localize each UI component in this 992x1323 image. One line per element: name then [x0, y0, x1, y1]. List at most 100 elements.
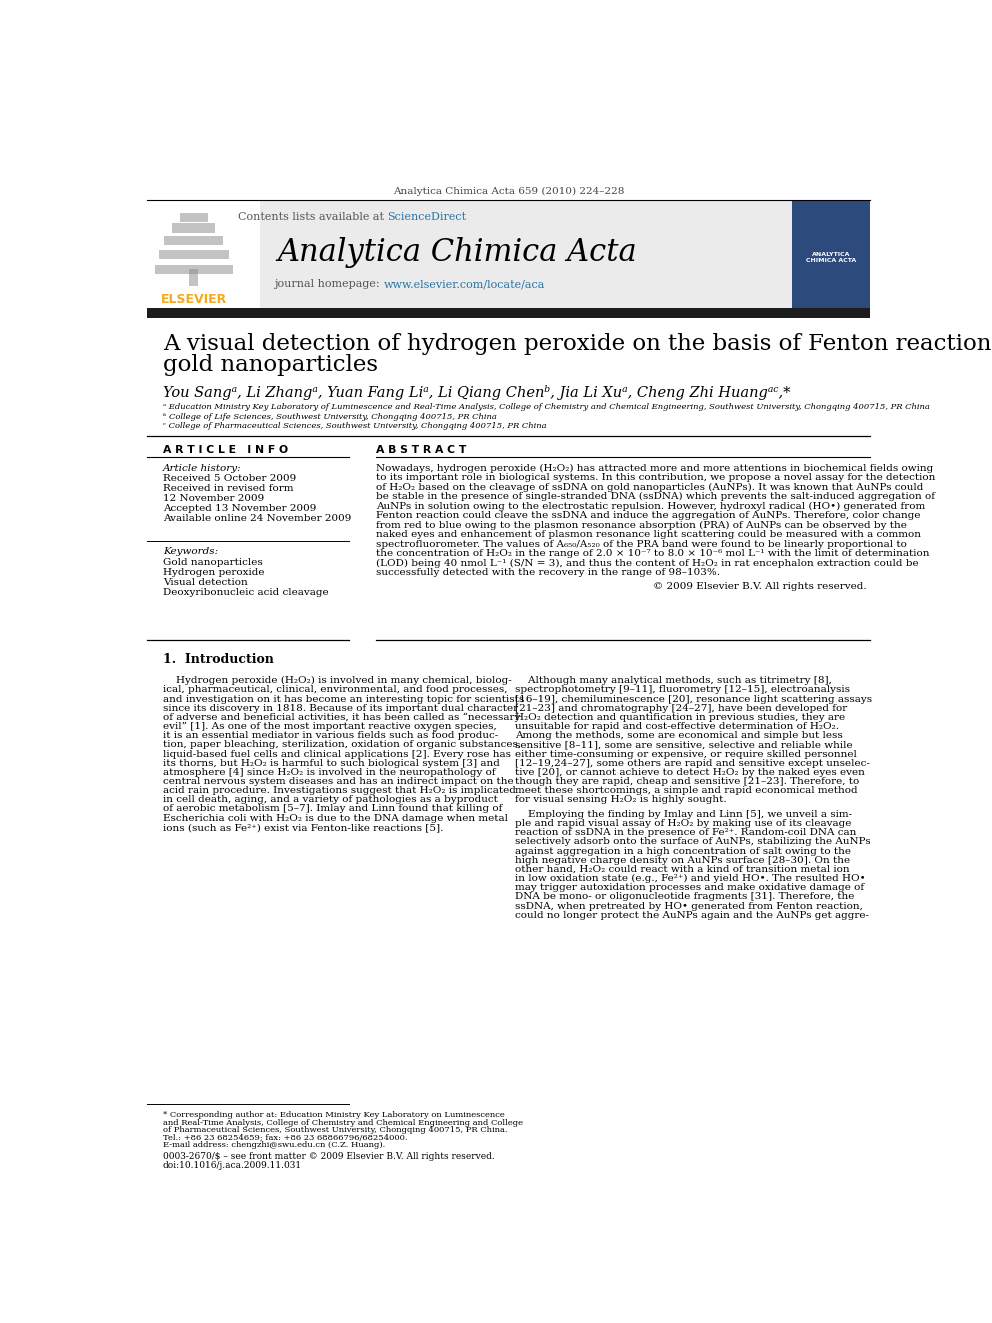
Text: 0003-2670/$ – see front matter © 2009 Elsevier B.V. All rights reserved.: 0003-2670/$ – see front matter © 2009 El…	[163, 1152, 494, 1162]
Bar	[189, 269, 198, 286]
Text: sensitive [8–11], some are sensitive, selective and reliable while: sensitive [8–11], some are sensitive, se…	[516, 741, 853, 749]
Text: and investigation on it has become an interesting topic for scientists: and investigation on it has become an in…	[163, 695, 524, 704]
Text: Gold nanoparticles: Gold nanoparticles	[163, 558, 263, 566]
Text: A visual detection of hydrogen peroxide on the basis of Fenton reaction with: A visual detection of hydrogen peroxide …	[163, 332, 992, 355]
Text: reaction of ssDNA in the presence of Fe²⁺. Random-coil DNA can: reaction of ssDNA in the presence of Fe²…	[516, 828, 857, 837]
Text: ssDNA, when pretreated by HO• generated from Fenton reaction,: ssDNA, when pretreated by HO• generated …	[516, 901, 863, 910]
Text: Employing the finding by Imlay and Linn [5], we unveil a sim-: Employing the finding by Imlay and Linn …	[516, 810, 852, 819]
Text: of H₂O₂ based on the cleavage of ssDNA on gold nanoparticles (AuNPs). It was kno: of H₂O₂ based on the cleavage of ssDNA o…	[376, 483, 924, 492]
Text: tive [20], or cannot achieve to detect H₂O₂ by the naked eyes even: tive [20], or cannot achieve to detect H…	[516, 767, 865, 777]
Text: ScienceDirect: ScienceDirect	[388, 212, 466, 222]
Text: of adverse and beneficial activities, it has been called as “necessary: of adverse and beneficial activities, it…	[163, 713, 520, 722]
Text: from red to blue owing to the plasmon resonance absorption (PRA) of AuNPs can be: from red to blue owing to the plasmon re…	[376, 520, 907, 529]
Text: Hydrogen peroxide: Hydrogen peroxide	[163, 568, 264, 577]
Bar	[165, 235, 223, 245]
Bar	[172, 224, 215, 233]
Text: acid rain procedure. Investigations suggest that H₂O₂ is implicated: acid rain procedure. Investigations sugg…	[163, 786, 516, 795]
Text: (LOD) being 40 nmol L⁻¹ (S/N = 3), and thus the content of H₂O₂ in rat encephalo: (LOD) being 40 nmol L⁻¹ (S/N = 3), and t…	[376, 558, 919, 568]
Text: in cell death, aging, and a variety of pathologies as a byproduct: in cell death, aging, and a variety of p…	[163, 795, 498, 804]
Text: ple and rapid visual assay of H₂O₂ by making use of its cleavage: ple and rapid visual assay of H₂O₂ by ma…	[516, 819, 852, 828]
Text: Received 5 October 2009: Received 5 October 2009	[163, 474, 296, 483]
Text: [21–23] and chromatography [24–27], have been developed for: [21–23] and chromatography [24–27], have…	[516, 704, 847, 713]
Text: could no longer protect the AuNPs again and the AuNPs get aggre-: could no longer protect the AuNPs again …	[516, 910, 869, 919]
Text: other hand, H₂O₂ could react with a kind of transition metal ion: other hand, H₂O₂ could react with a kind…	[516, 865, 850, 875]
Text: high negative charge density on AuNPs surface [28–30]. On the: high negative charge density on AuNPs su…	[516, 856, 850, 865]
Text: Although many analytical methods, such as titrimetry [8],: Although many analytical methods, such a…	[516, 676, 832, 685]
Text: Accepted 13 November 2009: Accepted 13 November 2009	[163, 504, 316, 513]
Text: ELSEVIER: ELSEVIER	[161, 294, 227, 306]
Text: selectively adsorb onto the surface of AuNPs, stabilizing the AuNPs: selectively adsorb onto the surface of A…	[516, 837, 871, 847]
Text: the concentration of H₂O₂ in the range of 2.0 × 10⁻⁷ to 8.0 × 10⁻⁶ mol L⁻¹ with : the concentration of H₂O₂ in the range o…	[376, 549, 930, 558]
Text: in low oxidation state (e.g., Fe²⁺) and yield HO•. The resulted HO•: in low oxidation state (e.g., Fe²⁺) and …	[516, 875, 866, 884]
Text: and Real-Time Analysis, College of Chemistry and Chemical Engineering and Colleg: and Real-Time Analysis, College of Chemi…	[163, 1118, 523, 1127]
Text: though they are rapid, cheap and sensitive [21–23]. Therefore, to: though they are rapid, cheap and sensiti…	[516, 777, 860, 786]
Text: A R T I C L E   I N F O: A R T I C L E I N F O	[163, 445, 288, 455]
Text: AuNPs in solution owing to the electrostatic repulsion. However, hydroxyl radica: AuNPs in solution owing to the electrost…	[376, 501, 926, 511]
Text: Received in revised form: Received in revised form	[163, 484, 294, 493]
Text: liquid-based fuel cells and clinical applications [2]. Every rose has: liquid-based fuel cells and clinical app…	[163, 750, 511, 758]
Text: 12 November 2009: 12 November 2009	[163, 493, 264, 503]
Text: Among the methods, some are economical and simple but less: Among the methods, some are economical a…	[516, 732, 843, 740]
Text: Available online 24 November 2009: Available online 24 November 2009	[163, 513, 351, 523]
Text: successfully detected with the recovery in the range of 98–103%.: successfully detected with the recovery …	[376, 568, 720, 577]
Text: ᶜ College of Pharmaceutical Sciences, Southwest University, Chongqing 400715, PR: ᶜ College of Pharmaceutical Sciences, So…	[163, 422, 547, 430]
Text: journal homepage:: journal homepage:	[275, 279, 384, 290]
Text: Analytica Chimica Acta: Analytica Chimica Acta	[278, 237, 637, 269]
Bar	[147, 201, 260, 308]
Text: Escherichia coli with H₂O₂ is due to the DNA damage when metal: Escherichia coli with H₂O₂ is due to the…	[163, 814, 508, 823]
Text: A B S T R A C T: A B S T R A C T	[376, 445, 466, 455]
Text: Article history:: Article history:	[163, 464, 241, 472]
Text: Nowadays, hydrogen peroxide (H₂O₂) has attracted more and more attentions in bio: Nowadays, hydrogen peroxide (H₂O₂) has a…	[376, 464, 933, 472]
Text: © 2009 Elsevier B.V. All rights reserved.: © 2009 Elsevier B.V. All rights reserved…	[653, 582, 866, 591]
Text: Hydrogen peroxide (H₂O₂) is involved in many chemical, biolog-: Hydrogen peroxide (H₂O₂) is involved in …	[163, 676, 512, 685]
Text: spectrofluorometer. The values of A₆₅₀/A₅₂₀ of the PRA band were found to be lin: spectrofluorometer. The values of A₆₅₀/A…	[376, 540, 907, 549]
Text: its thorns, but H₂O₂ is harmful to such biological system [3] and: its thorns, but H₂O₂ is harmful to such …	[163, 758, 500, 767]
Text: ical, pharmaceutical, clinical, environmental, and food processes,: ical, pharmaceutical, clinical, environm…	[163, 685, 507, 695]
Text: ions (such as Fe²⁺) exist via Fenton-like reactions [5].: ions (such as Fe²⁺) exist via Fenton-lik…	[163, 823, 443, 832]
Text: Analytica Chimica Acta 659 (2010) 224–228: Analytica Chimica Acta 659 (2010) 224–22…	[393, 187, 624, 196]
Text: [16–19], chemiluminescence [20], resonance light scattering assays: [16–19], chemiluminescence [20], resonan…	[516, 695, 873, 704]
Text: central nervous system diseases and has an indirect impact on the: central nervous system diseases and has …	[163, 777, 514, 786]
Text: to its important role in biological systems. In this contribution, we propose a : to its important role in biological syst…	[376, 474, 935, 483]
Text: Tel.: +86 23 68254659; fax: +86 23 68866796/68254000.: Tel.: +86 23 68254659; fax: +86 23 68866…	[163, 1134, 408, 1142]
Text: Keywords:: Keywords:	[163, 546, 218, 556]
Text: [12–19,24–27], some others are rapid and sensitive except unselec-: [12–19,24–27], some others are rapid and…	[516, 758, 870, 767]
Text: since its discovery in 1818. Because of its important dual character: since its discovery in 1818. Because of …	[163, 704, 518, 713]
Text: Contents lists available at: Contents lists available at	[238, 212, 388, 222]
Bar	[155, 265, 232, 274]
Bar	[180, 213, 207, 222]
Text: ANALYTICA
CHIMICA ACTA: ANALYTICA CHIMICA ACTA	[806, 251, 856, 263]
Text: meet these shortcomings, a simple and rapid economical method: meet these shortcomings, a simple and ra…	[516, 786, 858, 795]
Bar	[147, 201, 792, 308]
Text: naked eyes and enhancement of plasmon resonance light scattering could be measur: naked eyes and enhancement of plasmon re…	[376, 531, 921, 538]
Text: * Corresponding author at: Education Ministry Key Laboratory on Luminescence: * Corresponding author at: Education Min…	[163, 1111, 505, 1119]
Text: tion, paper bleaching, sterilization, oxidation of organic substances,: tion, paper bleaching, sterilization, ox…	[163, 741, 521, 749]
Bar	[159, 250, 228, 259]
Text: 1.  Introduction: 1. Introduction	[163, 652, 274, 665]
Text: Deoxyribonucleic acid cleavage: Deoxyribonucleic acid cleavage	[163, 587, 328, 597]
Text: spectrophotometry [9–11], fluorometry [12–15], electroanalysis: spectrophotometry [9–11], fluorometry [1…	[516, 685, 850, 695]
Text: unsuitable for rapid and cost-effective determination of H₂O₂.: unsuitable for rapid and cost-effective …	[516, 722, 839, 732]
Text: ᵃ Education Ministry Key Laboratory of Luminescence and Real-Time Analysis, Coll: ᵃ Education Ministry Key Laboratory of L…	[163, 404, 930, 411]
Text: evil” [1]. As one of the most important reactive oxygen species,: evil” [1]. As one of the most important …	[163, 722, 497, 732]
Text: E-mail address: chengzhi@swu.edu.cn (C.Z. Huang).: E-mail address: chengzhi@swu.edu.cn (C.Z…	[163, 1140, 385, 1148]
Text: H₂O₂ detection and quantification in previous studies, they are: H₂O₂ detection and quantification in pre…	[516, 713, 845, 722]
Bar	[147, 308, 870, 318]
Text: for visual sensing H₂O₂ is highly sought.: for visual sensing H₂O₂ is highly sought…	[516, 795, 727, 804]
Text: either time-consuming or expensive, or require skilled personnel: either time-consuming or expensive, or r…	[516, 750, 857, 758]
Text: of aerobic metabolism [5–7]. Imlay and Linn found that killing of: of aerobic metabolism [5–7]. Imlay and L…	[163, 804, 502, 814]
Text: be stable in the presence of single-stranded DNA (ssDNA) which prevents the salt: be stable in the presence of single-stra…	[376, 492, 934, 501]
Text: of Pharmaceutical Sciences, Southwest University, Chongqing 400715, PR China.: of Pharmaceutical Sciences, Southwest Un…	[163, 1126, 507, 1134]
Text: gold nanoparticles: gold nanoparticles	[163, 355, 378, 376]
Text: doi:10.1016/j.aca.2009.11.031: doi:10.1016/j.aca.2009.11.031	[163, 1162, 302, 1171]
Text: may trigger autoxidation processes and make oxidative damage of: may trigger autoxidation processes and m…	[516, 884, 864, 892]
Text: Visual detection: Visual detection	[163, 578, 247, 587]
Text: Fenton reaction could cleave the ssDNA and induce the aggregation of AuNPs. Ther: Fenton reaction could cleave the ssDNA a…	[376, 511, 921, 520]
Text: www.elsevier.com/locate/aca: www.elsevier.com/locate/aca	[384, 279, 545, 290]
Text: it is an essential mediator in various fields such as food produc-: it is an essential mediator in various f…	[163, 732, 498, 740]
Text: DNA be mono- or oligonucleotide fragments [31]. Therefore, the: DNA be mono- or oligonucleotide fragment…	[516, 892, 855, 901]
Text: ᵇ College of Life Sciences, Southwest University, Chongqing 400715, PR China: ᵇ College of Life Sciences, Southwest Un…	[163, 413, 497, 421]
Text: against aggregation in a high concentration of salt owing to the: against aggregation in a high concentrat…	[516, 847, 851, 856]
Text: atmosphere [4] since H₂O₂ is involved in the neuropathology of: atmosphere [4] since H₂O₂ is involved in…	[163, 767, 495, 777]
Text: You Sangᵃ, Li Zhangᵃ, Yuan Fang Liᵃ, Li Qiang Chenᵇ, Jia Li Xuᵃ, Cheng Zhi Huang: You Sangᵃ, Li Zhangᵃ, Yuan Fang Liᵃ, Li …	[163, 385, 791, 401]
